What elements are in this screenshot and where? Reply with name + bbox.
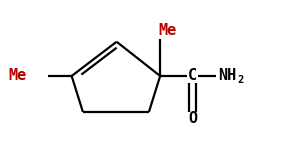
Text: O: O <box>188 111 197 126</box>
Text: 2: 2 <box>237 75 243 85</box>
Text: C: C <box>188 68 197 84</box>
Text: NH: NH <box>218 68 236 84</box>
Text: Me: Me <box>159 23 177 38</box>
Text: Me: Me <box>8 68 27 84</box>
